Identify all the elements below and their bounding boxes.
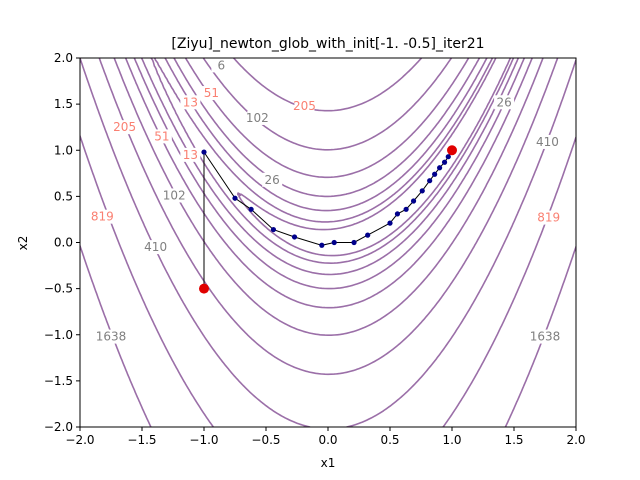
contour-label-background [92,209,113,224]
contour-label-background [180,95,201,110]
x-tick-label: −0.5 [251,433,280,447]
contour-label-background [211,58,232,73]
path-point [248,206,254,212]
path-point [441,159,448,165]
y-tick-label: −0.5 [44,282,73,296]
minimum-marker [447,145,457,156]
contour-label-background [151,129,172,144]
contour-label: 26 [496,95,511,109]
x-tick-label: 0.0 [318,433,337,447]
path-point [437,165,443,171]
y-tick-label: −2.0 [44,420,73,434]
contour-label-background [114,120,135,135]
contour-label: 51 [154,129,169,143]
x-tick-label: 1.0 [442,433,461,447]
contour-label-background [201,86,222,101]
contour-line [150,58,515,264]
contour-line [80,245,576,427]
path-point [387,220,393,226]
path-point [394,211,401,217]
y-tick-label: 1.0 [54,143,73,157]
path-point [291,234,298,240]
contour-label: 819 [537,211,560,225]
contour-labels: 6 13 51 102 205 205 51 13 102 26 819 410 1638 26 410 81… [91,58,561,344]
y-axis-ticks: −2.0 −1.5 −1.0 −0.5 0.0 0.5 1.0 1.5 2.0 [44,51,80,434]
contour-label-background [262,172,283,187]
contour-label-background [101,329,121,344]
path-point [351,239,357,246]
chart-title: [Ziyu]_newton_glob_with_init[-1. -0.5]_i… [171,36,484,52]
contour-line [237,58,512,257]
contour-line [133,58,526,290]
x-axis-ticks: −2.0 −1.5 −1.0 −0.5 0.0 0.5 1.0 1.5 2.0 [65,427,586,447]
path-point [270,226,277,233]
path-point [232,195,238,201]
x-tick-label: 1.5 [504,433,523,447]
path-point [319,242,325,248]
contour-label: 102 [246,111,269,125]
path-point [201,149,207,155]
y-tick-label: 0.0 [54,236,73,250]
path-point [365,232,371,238]
contour-label-background [538,210,559,225]
path-point [445,154,451,160]
contour-line [80,135,576,427]
x-tick-label: 2.0 [566,433,585,447]
contour-label-background [145,240,166,255]
path-point [331,239,337,246]
x-tick-label: −2.0 [65,433,94,447]
y-tick-label: −1.5 [44,374,73,388]
contour-label-background [164,188,185,203]
contour-line [124,58,533,309]
contour-label: 102 [163,188,186,202]
contour-label-background [535,329,555,344]
contour-label-background [537,134,558,149]
path-point [410,198,417,204]
x-tick-label: −1.0 [189,433,218,447]
contour-label: 205 [113,120,136,134]
contour-label: 205 [293,99,316,113]
y-tick-label: 2.0 [54,51,73,65]
contour-label-background [180,147,201,162]
y-tick-label: −1.0 [44,328,73,342]
y-tick-label: 0.5 [54,189,73,203]
y-tick-label: 1.5 [54,97,73,111]
x-axis-label: x1 [321,456,336,470]
path-point [427,178,433,184]
path-line [203,150,453,289]
contour-label: 13 [183,95,198,109]
contour-label-background [294,98,315,113]
contour-label: 1638 [96,330,127,344]
path-point [403,206,409,212]
contour-label: 26 [265,173,280,187]
x-tick-label: 0.5 [380,433,399,447]
path-point [419,188,425,194]
start-marker [199,283,209,294]
x-tick-label: −1.5 [127,433,156,447]
optimization-path [199,145,457,294]
contour-label: 410 [536,135,559,149]
contour-line [113,58,544,336]
contour-label: 410 [144,240,167,254]
contour-label: 819 [91,210,114,224]
path-point [432,171,438,177]
contour-label: 6 [218,58,226,72]
contour-label-background [494,95,515,110]
contour-label-background [247,110,268,125]
y-axis-label: x2 [16,236,30,251]
contour-label: 1638 [530,330,561,344]
contour-label: 13 [183,148,198,162]
contour-label: 51 [204,86,219,100]
